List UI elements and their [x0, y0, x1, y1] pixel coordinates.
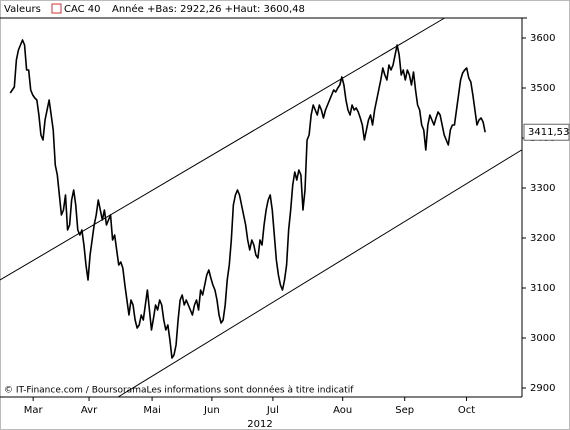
y-tick-label: 3100: [530, 283, 555, 294]
x-tick-label: Jun: [203, 405, 220, 416]
x-tick-label: Sep: [395, 405, 414, 416]
x-tick-label: Jul: [266, 405, 279, 416]
x-tick-label: Aou: [333, 405, 352, 416]
x-axis-title: 2012: [247, 419, 272, 430]
x-tick-label: Mar: [24, 405, 44, 416]
x-tick-label: Avr: [81, 405, 98, 416]
channel-line: [0, 17, 445, 281]
y-tick-label: 3200: [530, 233, 555, 244]
last-value-label: 3411,53: [528, 127, 569, 138]
price-line: [9, 39, 486, 359]
header-label: Valeurs: [4, 4, 41, 15]
footer: © IT-Finance.com / BoursoramaLes informa…: [4, 385, 354, 396]
header-range: Année +Bas: 2922,26 +Haut: 3600,48: [112, 3, 305, 15]
y-tick-label: 2900: [530, 383, 555, 394]
y-tick-label: 3500: [530, 83, 555, 94]
index-name: CAC 40: [64, 4, 101, 15]
last-value-box: [523, 123, 570, 141]
y-tick-label: 3300: [530, 183, 555, 194]
y-tick-label: 3600: [530, 33, 555, 44]
x-tick-label: Mai: [143, 405, 161, 416]
x-tick-label: Oct: [458, 405, 475, 416]
y-tick-label: 3000: [530, 333, 555, 344]
index-icon: [51, 3, 62, 14]
channel-line: [117, 149, 522, 398]
